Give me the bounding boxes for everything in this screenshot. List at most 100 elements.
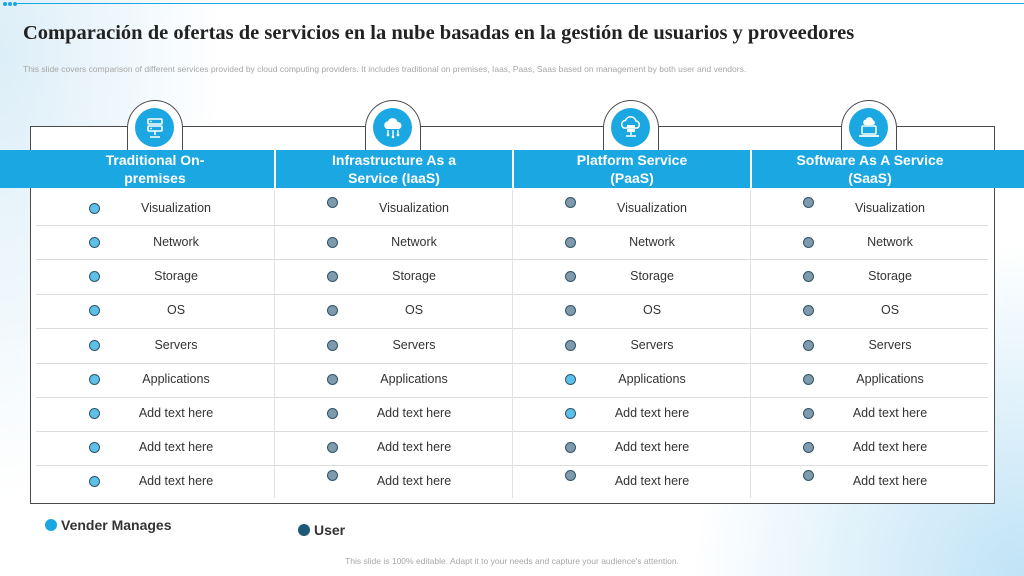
user-managed-dot — [565, 340, 576, 351]
user-managed-dot — [327, 197, 338, 208]
vendor-managed-dot — [89, 271, 100, 282]
list-item-label: Servers — [868, 338, 912, 352]
list-item: Network — [89, 233, 249, 253]
list-item-label: Servers — [392, 338, 436, 352]
server-rack-icon — [135, 108, 174, 147]
list-item: Network — [565, 233, 725, 253]
slide-title: Comparación de ofertas de servicios en l… — [23, 22, 855, 44]
user-managed-dot — [803, 470, 814, 481]
list-item-label: Storage — [868, 269, 912, 283]
list-item-label: Visualization — [141, 201, 211, 215]
list-item: OS — [565, 301, 725, 321]
list-item: Add text here — [565, 438, 725, 458]
user-managed-dot — [327, 408, 338, 419]
cloud-network-icon — [373, 108, 412, 147]
list-item-label: OS — [880, 303, 900, 317]
header-separator — [750, 150, 752, 188]
list-item-label: Servers — [630, 338, 674, 352]
user-managed-dot — [565, 442, 576, 453]
vendor-managed-dot — [89, 408, 100, 419]
list-item: Add text here — [565, 404, 725, 424]
user-managed-dot — [803, 442, 814, 453]
vendor-managed-dot — [89, 305, 100, 316]
column-header: Platform Service (PaaS) — [576, 152, 688, 186]
list-item-label: OS — [166, 303, 186, 317]
list-item-label: Add text here — [852, 440, 928, 454]
legend-user-dot — [298, 524, 310, 536]
list-item-label: Add text here — [138, 474, 214, 488]
list-item: Servers — [89, 336, 249, 356]
list-item-label: Add text here — [138, 406, 214, 420]
list-item: Add text here — [89, 438, 249, 458]
list-item-label: Add text here — [138, 440, 214, 454]
top-dots-decoration — [3, 2, 17, 6]
user-managed-dot — [803, 374, 814, 385]
list-item: Storage — [565, 267, 725, 287]
user-managed-dot — [803, 408, 814, 419]
list-item-label: Network — [629, 235, 675, 249]
vendor-managed-dot — [89, 203, 100, 214]
list-item: Storage — [89, 267, 249, 287]
list-item: Applications — [89, 370, 249, 390]
column-icon-tab — [841, 100, 897, 150]
vendor-managed-dot — [89, 340, 100, 351]
slide-subtitle: This slide covers comparison of differen… — [23, 64, 747, 74]
list-item-label: Applications — [618, 372, 686, 386]
slide-footer: This slide is 100% editable. Adapt it to… — [345, 556, 679, 566]
vendor-managed-dot — [89, 476, 100, 487]
list-item: Storage — [327, 267, 487, 287]
list-item-label: Add text here — [852, 406, 928, 420]
list-item-label: Add text here — [376, 474, 452, 488]
list-item: Servers — [565, 336, 725, 356]
user-managed-dot — [327, 442, 338, 453]
list-item-label: Network — [153, 235, 199, 249]
user-managed-dot — [565, 237, 576, 248]
vendor-managed-dot — [89, 374, 100, 385]
list-item-label: Add text here — [376, 406, 452, 420]
list-item-label: Add text here — [614, 474, 690, 488]
user-managed-dot — [327, 237, 338, 248]
user-managed-dot — [565, 197, 576, 208]
column-separator — [274, 190, 275, 498]
cloud-laptop-icon — [849, 108, 888, 147]
list-item-label: Visualization — [617, 201, 687, 215]
user-managed-dot — [803, 197, 814, 208]
user-managed-dot — [327, 374, 338, 385]
list-item: Add text here — [803, 404, 963, 424]
list-item: OS — [327, 301, 487, 321]
list-item-label: Servers — [154, 338, 198, 352]
list-item: Applications — [565, 370, 725, 390]
list-item-label: Add text here — [614, 440, 690, 454]
list-item-label: Network — [391, 235, 437, 249]
user-managed-dot — [565, 271, 576, 282]
list-item: Add text here — [803, 470, 963, 492]
legend-vendor-dot — [45, 519, 57, 531]
legend-vendor: Vender Manages — [45, 517, 172, 533]
list-item: Network — [803, 233, 963, 253]
vendor-managed-dot — [89, 442, 100, 453]
list-item: Add text here — [327, 470, 487, 492]
column-separator — [512, 190, 513, 498]
legend-user-label: User — [314, 522, 346, 538]
header-separator — [512, 150, 514, 188]
legend-user: User — [298, 522, 345, 538]
list-item: Visualization — [803, 197, 963, 219]
user-managed-dot — [327, 271, 338, 282]
list-item-label: Network — [867, 235, 913, 249]
list-item: Visualization — [89, 199, 249, 219]
column-header: Software As A Service (SaaS) — [796, 152, 944, 186]
list-item: Add text here — [327, 438, 487, 458]
user-managed-dot — [803, 305, 814, 316]
column-header: Infrastructure As a Service (IaaS) — [332, 152, 456, 186]
list-item: Add text here — [803, 438, 963, 458]
list-item: OS — [803, 301, 963, 321]
user-managed-dot — [565, 470, 576, 481]
legend-vendor-label: Vender Manages — [61, 517, 172, 533]
list-item: Add text here — [327, 404, 487, 424]
user-managed-dot — [327, 305, 338, 316]
list-item-label: OS — [404, 303, 424, 317]
column-header: Traditional On-premises — [105, 152, 205, 186]
list-item-label: Storage — [630, 269, 674, 283]
list-item: Servers — [803, 336, 963, 356]
cloud-server-icon — [611, 108, 650, 147]
